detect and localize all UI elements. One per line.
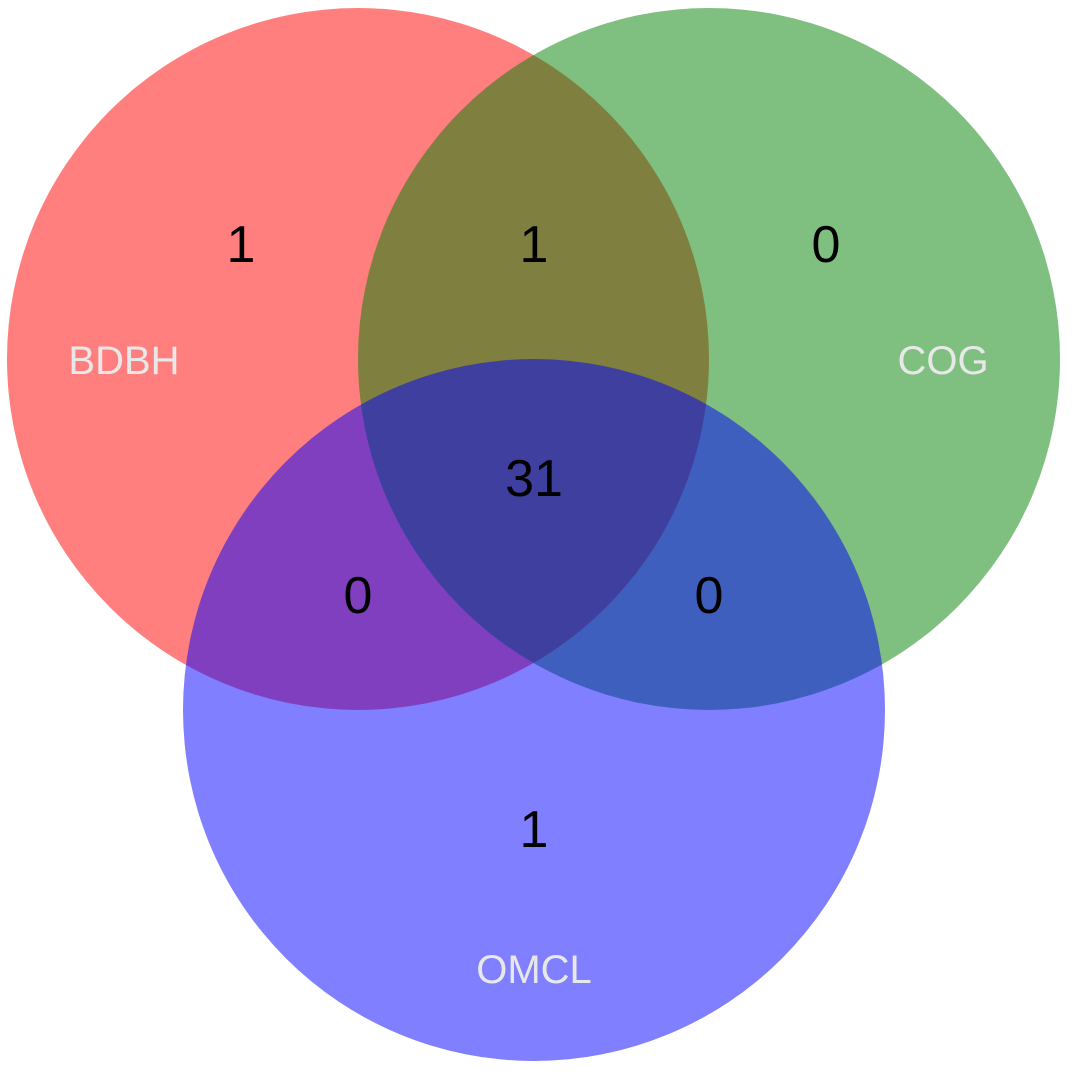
- count-bdbh-cog: 1: [520, 216, 549, 274]
- count-only-bdbh: 1: [227, 216, 256, 274]
- count-cog-omcl: 0: [695, 567, 724, 625]
- set-label-bdbh: BDBH: [68, 339, 179, 383]
- set-label-cog: COG: [897, 339, 988, 383]
- set-circle-omcl: [183, 359, 885, 1061]
- count-only-cog: 0: [812, 216, 841, 274]
- set-label-omcl: OMCL: [476, 948, 592, 992]
- count-bdbh-omcl: 0: [344, 567, 373, 625]
- count-only-omcl: 1: [520, 801, 549, 859]
- count-all-three: 31: [505, 450, 563, 508]
